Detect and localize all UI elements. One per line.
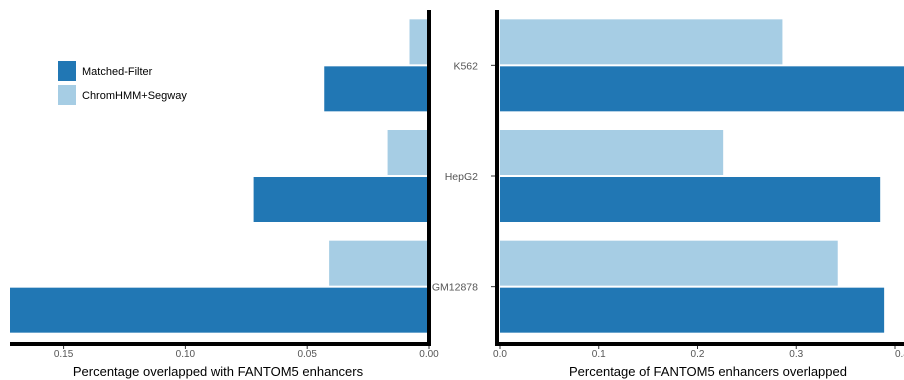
right-x-tick: 0.3 — [789, 346, 804, 360]
right-x-tick-label: 0.3 — [789, 349, 803, 360]
category-label-gm12878: GM12878 — [432, 282, 478, 294]
left-x-tick-label: 0.15 — [54, 349, 74, 360]
left-chart-panel: 0.15 0.10 0.05 0.00 — [10, 10, 439, 360]
left-x-tick: 0.10 — [176, 346, 196, 360]
right-x-tick-label: 0.0 — [493, 349, 507, 360]
left-x-tick: 0.00 — [419, 346, 439, 360]
left-bar-hepg2-matched-filter — [253, 177, 429, 222]
right-bar-gm12878-chromhmm-segway — [500, 240, 838, 286]
right-x-tick: 0.2 — [691, 346, 705, 360]
left-x-tick-label: 0.10 — [176, 349, 196, 360]
right-x-tick-label: 0.1 — [592, 349, 606, 360]
left-bar-k562-matched-filter — [324, 66, 429, 112]
right-bar-k562-matched-filter — [500, 66, 904, 112]
legend: Matched-Filter ChromHMM+Segway — [58, 61, 187, 105]
right-x-tick: 0.4 — [894, 346, 904, 360]
left-x-tick: 0.15 — [54, 346, 74, 360]
category-label-hepg2: HepG2 — [445, 171, 478, 183]
category-label-k562: K562 — [453, 60, 478, 72]
legend-swatch-matched-filter — [58, 61, 76, 81]
right-x-tick: 0.1 — [592, 346, 606, 360]
legend-label-chromhmm-segway: ChromHMM+Segway — [82, 90, 187, 102]
left-x-tick: 0.05 — [297, 346, 317, 360]
left-bar-hepg2-chromhmm-segway — [387, 130, 429, 175]
right-x-tick-label: 0.4 — [895, 349, 904, 360]
left-x-tick-label: 0.05 — [297, 349, 317, 360]
right-x-axis-title: Percentage of FANTOM5 enhancers overlapp… — [569, 364, 847, 379]
left-bar-k562-chromhmm-segway — [409, 19, 429, 65]
left-bar-gm12878-matched-filter — [10, 287, 429, 333]
right-bar-hepg2-chromhmm-segway — [500, 130, 724, 175]
right-x-tick: 0.0 — [493, 346, 507, 360]
right-bar-gm12878-matched-filter — [500, 287, 885, 333]
legend-swatch-chromhmm-segway — [58, 85, 76, 105]
left-x-axis-title: Percentage overlapped with FANTOM5 enhan… — [73, 364, 364, 379]
left-bar-gm12878-chromhmm-segway — [329, 240, 429, 286]
right-bar-hepg2-matched-filter — [500, 177, 881, 222]
legend-label-matched-filter: Matched-Filter — [82, 66, 153, 78]
left-x-tick-label: 0.00 — [419, 349, 439, 360]
right-bars — [500, 19, 904, 333]
right-chart-panel: K562 HepG2 GM12878 0.0 0.1 0.2 0.3 0.4 — [432, 10, 904, 360]
right-bar-k562-chromhmm-segway — [500, 19, 783, 65]
right-x-tick-label: 0.2 — [691, 349, 705, 360]
